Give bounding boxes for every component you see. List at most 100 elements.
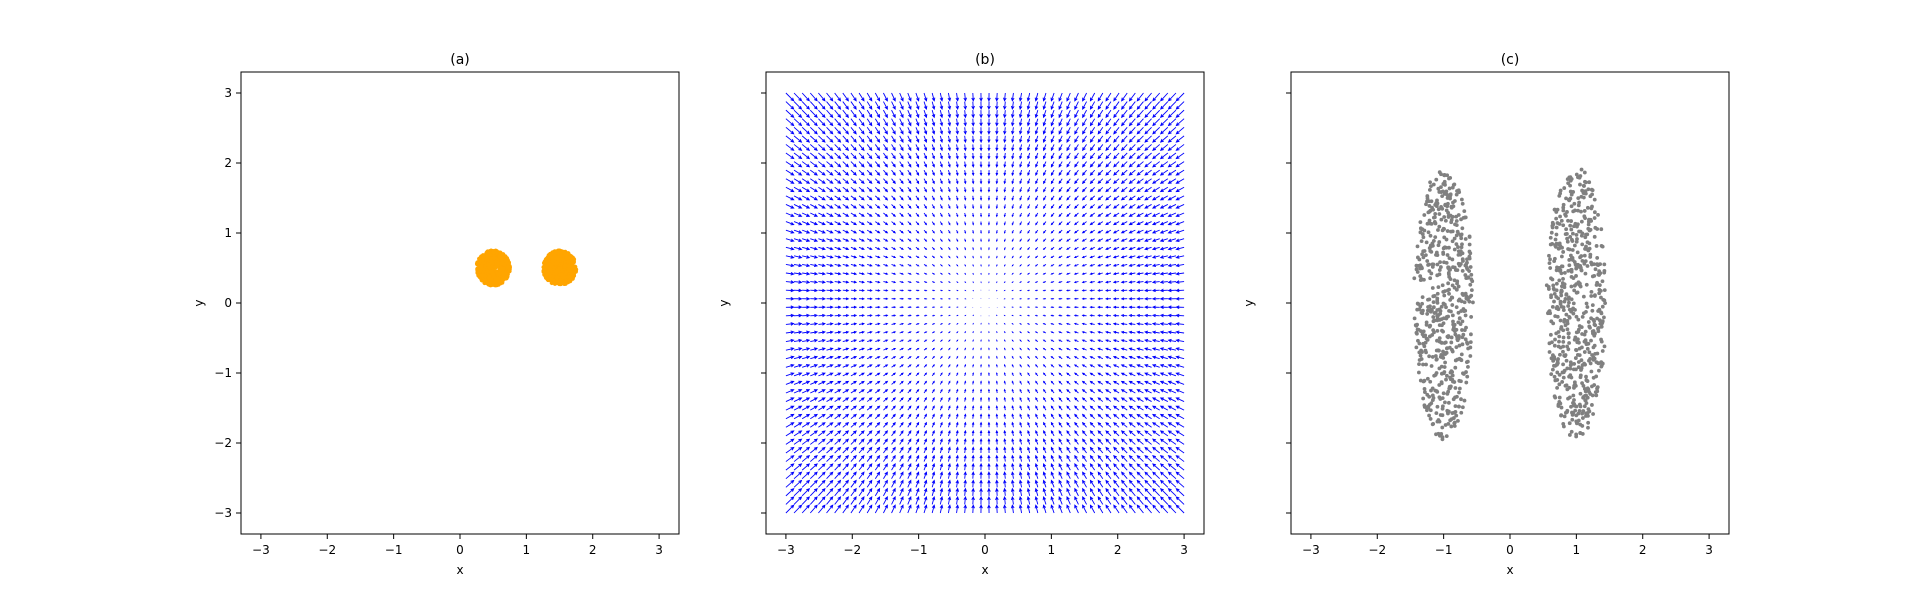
quiver-arrow (963, 454, 967, 462)
quiver-arrow (1019, 462, 1023, 471)
quiver-arrow (907, 118, 912, 127)
quiver-arrow (1003, 110, 1007, 119)
scatter-point (1583, 398, 1588, 403)
scatter-point (1582, 350, 1587, 354)
quiver-arrow (866, 430, 873, 437)
quiver-arrow (1058, 487, 1063, 497)
quiver-arrow (1167, 246, 1177, 251)
quiver-arrow (932, 314, 936, 317)
scatter-point (1559, 254, 1564, 259)
quiver-arrow (1034, 281, 1038, 283)
scatter-point (1420, 295, 1425, 300)
scatter-point (1464, 380, 1469, 385)
quiver-arrow (834, 161, 842, 168)
quiver-arrow (883, 504, 888, 514)
quiver-arrow (964, 339, 966, 342)
quiver-arrow (1050, 246, 1055, 250)
quiver-arrow (923, 438, 927, 445)
quiver-arrow (1003, 230, 1006, 234)
quiver-arrow (1050, 322, 1055, 325)
quiver-arrow (1003, 178, 1007, 185)
quiver-arrow (883, 229, 889, 234)
quiver-arrow (947, 170, 951, 177)
quiver-arrow (915, 169, 920, 176)
quiver-arrow (874, 405, 881, 411)
quiver-arrow (972, 388, 975, 394)
quiver-arrow (842, 446, 850, 454)
scatter-point (1569, 219, 1573, 223)
quiver-arrow (980, 247, 982, 251)
scatter-point (1452, 236, 1457, 241)
scatter-point (1558, 191, 1563, 196)
quiver-arrow (850, 118, 857, 127)
quiver-arrow (1136, 169, 1144, 176)
quiver-arrow (956, 388, 959, 394)
quiver-arrow (1035, 388, 1039, 394)
quiver-arrow (1066, 169, 1071, 176)
quiver-arrow (939, 429, 943, 437)
quiver-arrow (1112, 221, 1120, 226)
quiver-arrow (996, 255, 998, 259)
quiver-arrow (1136, 446, 1144, 454)
quiver-arrow (1058, 221, 1063, 226)
quiver-arrow (1050, 331, 1055, 334)
scatter-point (507, 269, 512, 274)
quiver-arrow (1058, 339, 1063, 342)
scatter-point (544, 272, 549, 277)
quiver-arrow (834, 272, 842, 276)
quiver-arrow (1151, 347, 1160, 351)
scatter-point (1427, 354, 1432, 359)
scatter-point (1587, 180, 1592, 185)
scatter-point (1590, 329, 1595, 334)
scatter-point (1555, 306, 1560, 311)
quiver-arrow (980, 306, 982, 308)
scatter-point (1595, 256, 1600, 260)
scatter-point (1586, 341, 1591, 346)
quiver-arrow (1089, 487, 1096, 497)
quiver-arrow (883, 430, 889, 437)
quiver-arrow (793, 389, 803, 394)
quiver-arrow (1082, 127, 1087, 135)
quiver-arrow (866, 405, 873, 411)
quiver-arrow (1019, 331, 1022, 334)
quiver-arrow (1120, 118, 1128, 127)
quiver-arrow (1128, 101, 1136, 110)
quiver-arrow (971, 479, 975, 488)
scatter-point (1440, 328, 1444, 333)
quiver-arrow (1167, 169, 1177, 176)
scatter-point (1573, 383, 1577, 388)
quiver-arrow (793, 422, 803, 428)
quiver-arrow (1121, 504, 1128, 514)
quiver-arrow (940, 306, 944, 308)
quiver-arrow (1004, 264, 1006, 267)
quiver-arrow (1050, 281, 1055, 284)
quiver-arrow (1151, 355, 1160, 360)
scatter-point (548, 251, 553, 257)
scatter-point (1580, 432, 1585, 436)
quiver-arrow (1011, 388, 1014, 394)
quiver-arrow (1167, 355, 1177, 360)
quiver-arrow (802, 322, 811, 326)
quiver-arrow (939, 221, 943, 226)
quiver-arrow (785, 504, 795, 514)
quiver-arrow (923, 255, 928, 259)
quiver-arrow (1128, 126, 1136, 135)
quiver-arrow (931, 331, 936, 334)
quiver-arrow (1121, 487, 1128, 497)
quiver-arrow (899, 364, 904, 368)
quiver-arrow (923, 101, 928, 111)
quiver-arrow (1074, 144, 1079, 152)
quiver-arrow (1112, 246, 1120, 250)
scatter-point (1575, 353, 1580, 357)
scatter-point (1569, 267, 1573, 272)
quiver-arrow (1019, 396, 1022, 402)
scatter-point (1576, 317, 1581, 322)
quiver-arrow (1136, 413, 1144, 420)
quiver-arrow (793, 280, 803, 284)
quiver-arrow (1167, 487, 1177, 497)
quiver-arrow (1167, 479, 1177, 488)
quiver-arrow (883, 405, 889, 411)
quiver-arrow (810, 405, 819, 411)
quiver-arrow (1089, 178, 1096, 185)
scatter-point (1585, 346, 1590, 351)
